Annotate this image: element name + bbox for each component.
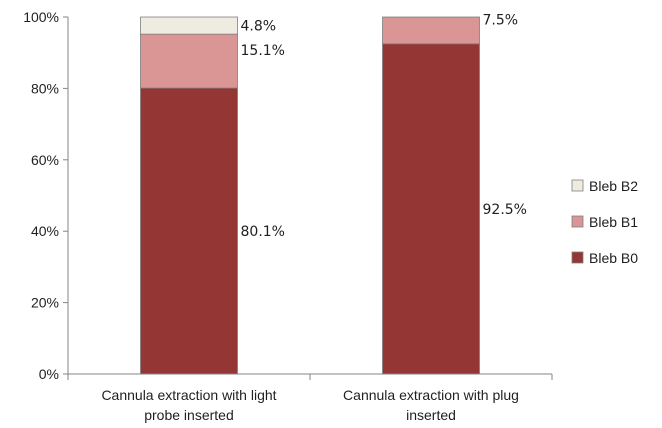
legend-label-bleb-b0: Bleb B0 [589, 250, 638, 266]
y-tick-label: 20% [31, 295, 59, 311]
data-label-bleb-b0: 80.1% [241, 224, 285, 240]
category-labels: Cannula extraction with light probe inser… [101, 387, 519, 423]
category-label-line: inserted [406, 407, 456, 423]
legend: Bleb B2 Bleb B1 Bleb B0 [571, 178, 638, 266]
category-label-line: Cannula extraction with plug [343, 387, 519, 403]
y-tick-label: 40% [31, 223, 59, 239]
data-label-bleb-b0: 92.5% [483, 202, 527, 218]
y-axis-ticks: 0% 20% 40% 60% 80% 100% [23, 9, 68, 382]
bars [140, 16, 480, 375]
y-tick-label: 60% [31, 152, 59, 168]
legend-swatch-bleb-b0 [571, 251, 584, 264]
category-label-line: probe inserted [144, 407, 234, 423]
data-label-bleb-b1: 15.1% [241, 43, 285, 59]
legend-swatch-bleb-b2 [571, 179, 584, 192]
bar-segment-bleb-b0 [382, 43, 480, 375]
legend-label-bleb-b1: Bleb B1 [589, 214, 638, 230]
axes [67, 17, 553, 380]
category-label: Cannula extraction with light probe inser… [101, 387, 276, 423]
data-label-bleb-b1: 7.5% [483, 12, 519, 28]
bar-segment-bleb-b1 [140, 33, 238, 89]
bar-segment-bleb-b0 [140, 87, 238, 375]
legend-label-bleb-b2: Bleb B2 [589, 178, 638, 194]
data-labels: 80.1% 15.1% 4.8% 92.5% 7.5% [241, 12, 527, 240]
y-tick-label: 80% [31, 80, 59, 96]
category-label-line: Cannula extraction with light [101, 387, 276, 403]
bar-segment-bleb-b1 [382, 16, 480, 45]
y-tick-label: 100% [23, 9, 59, 25]
data-label-bleb-b2: 4.8% [241, 19, 277, 35]
legend-swatch-bleb-b1 [571, 215, 584, 228]
y-tick-label: 0% [39, 366, 59, 382]
bar-segment-bleb-b2 [140, 16, 238, 35]
category-label: Cannula extraction with plug inserted [343, 387, 519, 423]
